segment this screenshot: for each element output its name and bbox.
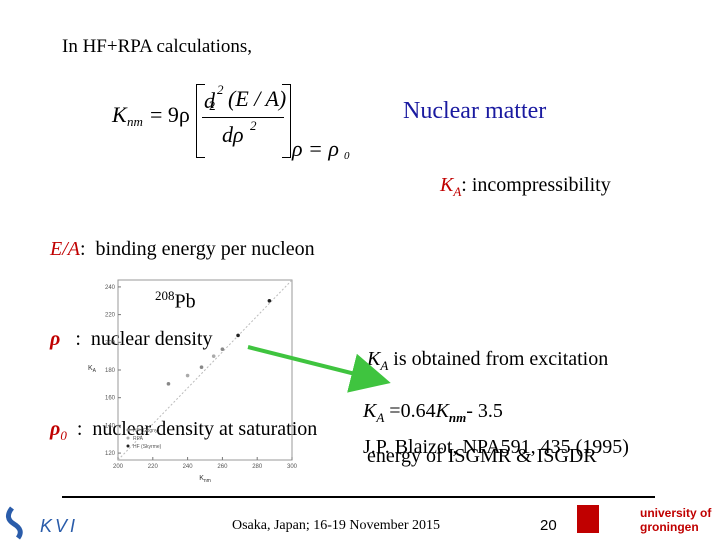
y-tick-label: 160: [105, 396, 116, 402]
x-tick-label: 260: [217, 464, 228, 470]
reference: J.P. Blaizot, NPA591, 435 (1995): [363, 436, 629, 458]
point: [236, 333, 240, 338]
logo-line: groningen: [640, 520, 699, 534]
definition-text: : nuclear density at saturation: [66, 418, 318, 440]
x-axis-label: Knm: [199, 475, 211, 484]
symbol: ρ: [50, 328, 61, 350]
page-number: 20: [540, 517, 557, 534]
inset-chart: 120 140 160 180 200 220 240 200 220 240 260 280 300 K…: [88, 279, 298, 484]
y-tick-label: 140: [105, 423, 116, 429]
logo-right: university of groningen: [640, 506, 711, 534]
symbol-sub: 0: [60, 428, 67, 443]
y-tick-label: 220: [105, 313, 116, 319]
header: In HF+RPA calculations,: [62, 36, 252, 57]
definition: E/A: binding energy per nucleon: [50, 234, 317, 264]
x-axis-label-main: K: [199, 475, 204, 482]
formula: K nm = 9ρ d 2 2 (E / A) dρ 2 ρ = ρ 0: [112, 80, 362, 170]
x-tick-label: 220: [148, 464, 159, 470]
formula-sup: 2: [209, 98, 216, 113]
isotope: 208Pb: [155, 288, 196, 314]
x-tick-label: 300: [287, 464, 298, 470]
formula-k: K: [112, 102, 127, 127]
fraction-bar: [202, 117, 284, 118]
bracket: [196, 84, 205, 158]
relation: KA =0.64Knm- 3.5: [363, 400, 503, 426]
logo-left: KVI: [40, 516, 79, 536]
k2: K: [435, 400, 449, 422]
formula-sup: 2: [217, 82, 224, 97]
arrow: [247, 345, 391, 393]
point: [185, 373, 190, 378]
y-tick-label: 120: [105, 451, 116, 457]
formula-sup: 2: [250, 118, 257, 133]
note: K A is obtained from excitation energy of…: [367, 284, 608, 501]
point: [199, 365, 204, 370]
definition-text: : nuclear density: [60, 328, 213, 350]
k: K: [363, 400, 377, 422]
title: Nuclear matter: [403, 98, 547, 124]
y-tick-label: 200: [105, 340, 116, 346]
formula-sub: nm: [127, 114, 143, 129]
y-tick-label: 180: [105, 368, 116, 374]
symbol: E/A: [50, 238, 80, 260]
x-axis-label-sub: nm: [204, 478, 211, 484]
k-sub: A: [376, 410, 385, 425]
definitions: E/A: binding energy per nucleon ρ : nucl…: [50, 174, 317, 481]
definition: ρ0 : nuclear density at saturation: [50, 414, 317, 451]
logo-mark: [6, 506, 23, 540]
incompressibility: KA: incompressibility: [440, 174, 611, 200]
symbol: ρ: [50, 418, 61, 440]
end: - 3.5: [466, 400, 503, 422]
venue: Osaka, Japan; 16-19 November 2015: [232, 518, 441, 533]
formula-eq: = 9ρ: [150, 102, 190, 127]
legend-label: HF (Skyrme): [133, 444, 162, 450]
text: is obtained from excitation: [388, 348, 609, 370]
y-axis-label-main: K: [88, 365, 93, 372]
point: [211, 354, 216, 358]
y-axis-label-sub: A: [93, 368, 97, 374]
x-tick-label: 280: [252, 464, 263, 470]
formula-sub: 0: [344, 150, 350, 162]
point: [267, 298, 272, 303]
mass: 208: [155, 288, 175, 303]
crest: [577, 505, 599, 533]
legend-marker: [126, 428, 130, 432]
logo-line: university of: [640, 506, 712, 520]
legend-label: RPA: [133, 436, 144, 442]
formula-ea: (E / A): [228, 86, 287, 111]
element: Pb: [174, 290, 196, 313]
y-axis-label: KA: [88, 365, 97, 374]
y-tick-label: 240: [105, 285, 116, 291]
x-tick-label: 240: [183, 464, 194, 470]
text: : incompressibility: [461, 174, 611, 196]
k2-sub: nm: [448, 410, 467, 425]
x-tick-label: 200: [113, 464, 124, 470]
formula-at: ρ = ρ: [292, 136, 339, 161]
legend-marker: [126, 436, 130, 440]
formula-drho: dρ: [222, 122, 244, 147]
mid: =0.64: [384, 400, 436, 422]
formula-d: d: [204, 88, 215, 113]
legend-label: HF (Gogny): [133, 428, 159, 434]
definition: ρ : nuclear density: [50, 324, 317, 354]
symbol: K: [440, 174, 454, 196]
guide: [117, 279, 293, 461]
bracket: [282, 84, 291, 158]
point: [220, 347, 225, 352]
note-line: energy of ISGMR & ISGDR: [367, 445, 597, 467]
point: [166, 382, 171, 386]
symbol-sub: A: [453, 184, 462, 199]
definition-text: : binding energy per nucleon: [80, 238, 315, 260]
legend-marker: [126, 444, 130, 448]
